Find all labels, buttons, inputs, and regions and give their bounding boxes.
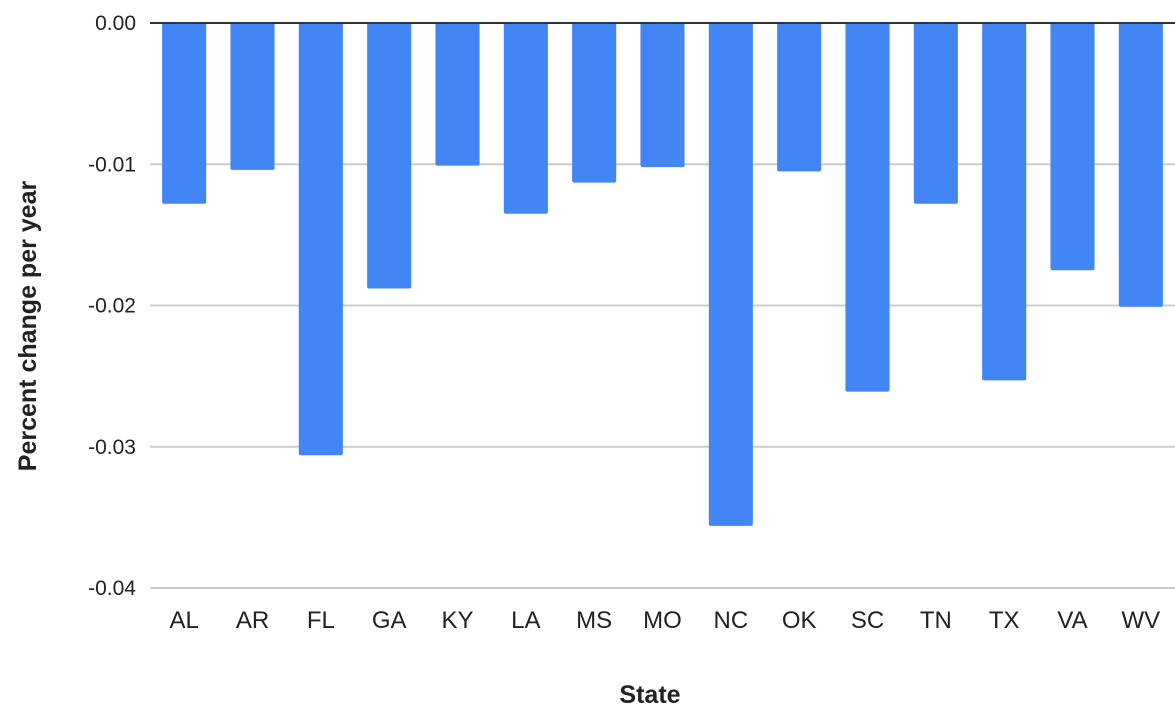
bar-ga	[367, 23, 412, 289]
y-tick-label: -0.01	[88, 153, 136, 176]
x-tick-label: TX	[989, 607, 1020, 634]
bar-la	[503, 23, 548, 214]
bar-nc	[708, 23, 753, 526]
y-tick-label: -0.02	[88, 295, 136, 318]
x-tick-label: AR	[236, 607, 269, 634]
x-tick-label: NC	[713, 607, 748, 634]
bar-wv	[1118, 23, 1163, 307]
x-tick-label: LA	[511, 607, 540, 634]
bar-fl	[298, 23, 343, 456]
y-tick-label: -0.03	[88, 436, 136, 459]
bar-al	[162, 23, 207, 204]
x-axis-title: State	[619, 681, 680, 709]
x-tick-label: KY	[441, 607, 473, 634]
bar-tn	[913, 23, 958, 204]
bar-ok	[777, 23, 822, 172]
x-tick-label: FL	[307, 607, 335, 634]
x-tick-label: GA	[372, 607, 407, 634]
x-tick-label: MO	[643, 607, 682, 634]
x-axis-ticks: AL AR FL GA KY LA MS MO NC OK SC TN TX VA WV	[169, 607, 1160, 634]
bar-sc	[845, 23, 890, 392]
x-tick-label: TN	[920, 607, 952, 634]
bars	[162, 23, 1163, 526]
bar-mo	[640, 23, 685, 168]
y-tick-label: 0.00	[95, 12, 136, 35]
y-tick-label: -0.04	[88, 577, 136, 600]
x-tick-label: MS	[576, 607, 612, 634]
bar-ar	[230, 23, 275, 170]
x-tick-label: SC	[851, 607, 884, 634]
x-tick-label: WV	[1121, 607, 1160, 634]
bar-va	[1050, 23, 1095, 271]
bar-ky	[435, 23, 480, 166]
y-axis-ticks: 0.00 -0.01 -0.02 -0.03 -0.04	[88, 12, 136, 600]
y-axis-title: Percent change per year	[14, 181, 42, 472]
x-tick-label: OK	[782, 607, 817, 634]
x-tick-label: AL	[169, 607, 198, 634]
bar-tx	[982, 23, 1027, 381]
bar-ms	[572, 23, 617, 183]
x-tick-label: VA	[1057, 607, 1087, 634]
